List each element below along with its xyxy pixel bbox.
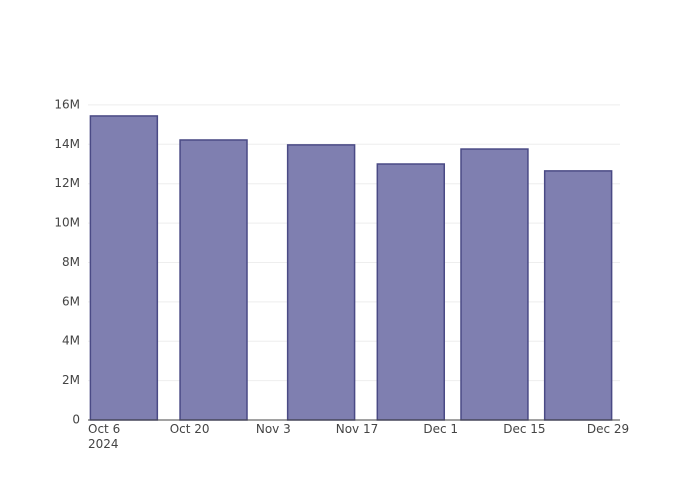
y-tick-label: 10M	[54, 216, 80, 230]
y-tick-label: 2M	[62, 373, 80, 387]
y-tick-label: 4M	[62, 334, 80, 348]
x-tick-label: Dec 1	[423, 422, 459, 436]
y-tick-label: 0	[72, 413, 80, 427]
bar	[543, 170, 613, 421]
x-tick-label: Oct 20	[169, 422, 210, 436]
bar	[179, 139, 248, 421]
x-tick-label: Dec 15	[503, 422, 546, 436]
x-tick-label: Nov 17	[335, 422, 379, 436]
bar	[286, 144, 356, 421]
bar	[89, 115, 159, 421]
bar	[460, 148, 529, 421]
y-tick-label: 14M	[54, 137, 80, 151]
bar	[376, 163, 446, 421]
y-tick-label: 16M	[54, 97, 80, 111]
x-tick-label: Oct 6 2024	[88, 422, 121, 451]
x-tick-label: Dec 29	[586, 422, 630, 436]
y-tick-label: 8M	[62, 255, 80, 269]
y-tick-label: 12M	[54, 176, 80, 190]
y-tick-label: 6M	[62, 294, 80, 308]
x-tick-label: Nov 3	[255, 422, 291, 436]
